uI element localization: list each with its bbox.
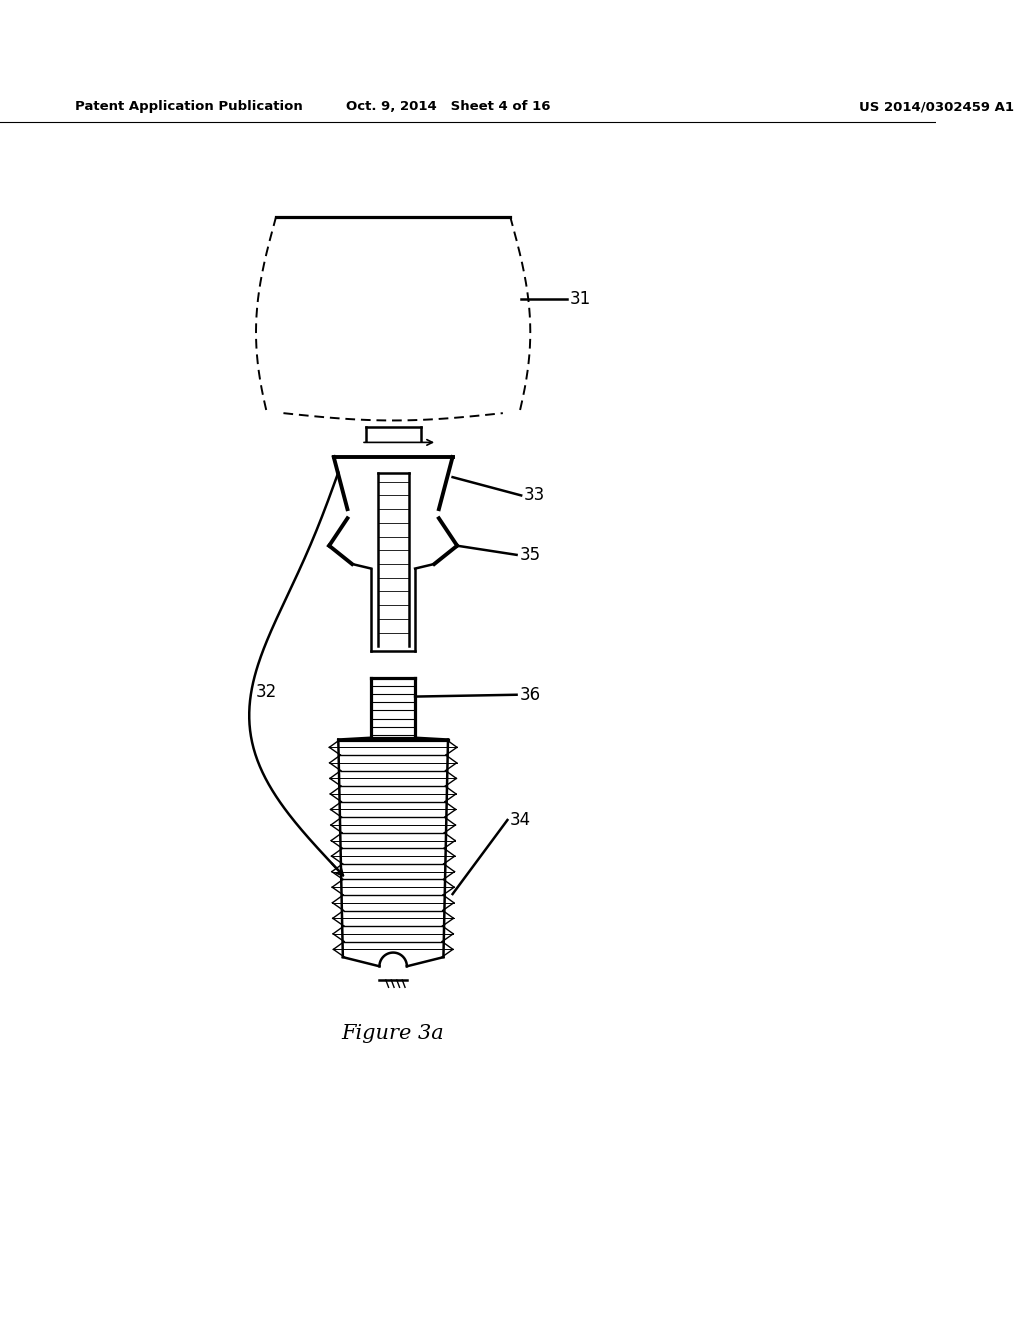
Text: 33: 33 [524,487,545,504]
Text: 32: 32 [256,682,278,701]
Text: Patent Application Publication: Patent Application Publication [75,100,303,114]
Bar [378,473,409,647]
Text: 31: 31 [569,290,591,308]
Text: US 2014/0302459 A1: US 2014/0302459 A1 [859,100,1015,114]
Text: 35: 35 [519,546,541,564]
Text: 34: 34 [510,810,531,829]
Text: Oct. 9, 2014   Sheet 4 of 16: Oct. 9, 2014 Sheet 4 of 16 [346,100,550,114]
Text: Figure 3a: Figure 3a [342,1023,444,1043]
Text: 36: 36 [519,686,541,704]
